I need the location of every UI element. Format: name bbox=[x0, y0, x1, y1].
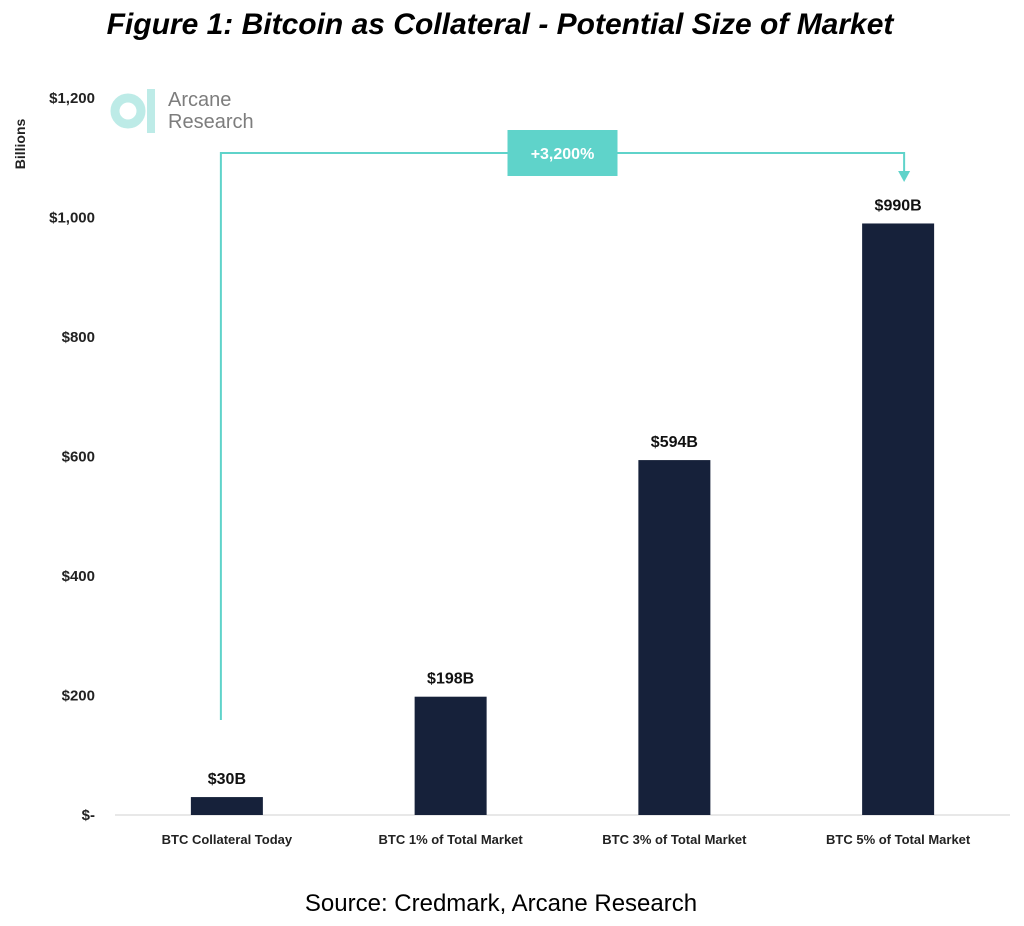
y-axis: $- $200 $400 $600 $800 $1,000 $1,200 bbox=[49, 90, 95, 824]
bar-data-label: $30B bbox=[208, 771, 246, 788]
y-axis-label: Billions bbox=[12, 119, 28, 170]
bars: $30B BTC Collateral Today $198B BTC 1% of T… bbox=[162, 197, 971, 847]
y-tick-label: $- bbox=[82, 807, 95, 824]
bar-data-label: $198B bbox=[427, 671, 474, 688]
y-tick-label: $400 bbox=[62, 568, 95, 585]
logo-text-line2: Research bbox=[168, 111, 254, 133]
growth-callout-line bbox=[219, 152, 906, 720]
bar bbox=[190, 797, 263, 815]
growth-callout-box bbox=[507, 130, 618, 176]
x-category-label: BTC 1% of Total Market bbox=[379, 832, 524, 847]
callout-arrowhead-icon bbox=[898, 171, 911, 182]
logo-text-line1: Arcane bbox=[168, 89, 231, 111]
x-category-label: BTC Collateral Today bbox=[162, 832, 293, 847]
bar bbox=[862, 223, 935, 816]
growth-callout-text: +3,200% bbox=[531, 146, 595, 163]
bar-data-label: $594B bbox=[651, 434, 698, 451]
arcane-research-logo: Arcane Research bbox=[110, 89, 254, 133]
y-tick-label: $800 bbox=[62, 329, 95, 346]
bar bbox=[638, 460, 711, 815]
arcane-logo-icon bbox=[110, 89, 155, 133]
x-category-label: BTC 5% of Total Market bbox=[826, 832, 971, 847]
bar-data-label: $990B bbox=[875, 197, 922, 214]
y-tick-label: $600 bbox=[62, 449, 95, 466]
y-tick-label: $1,000 bbox=[49, 210, 95, 227]
chart-title: Figure 1: Bitcoin as Collateral - Potent… bbox=[106, 8, 894, 41]
bar bbox=[414, 696, 487, 815]
chart-source: Source: Credmark, Arcane Research bbox=[304, 890, 698, 917]
growth-callout: +3,200% bbox=[219, 130, 911, 720]
y-tick-label: $200 bbox=[62, 688, 95, 705]
x-category-label: BTC 3% of Total Market bbox=[602, 832, 747, 847]
y-tick-label: $1,200 bbox=[49, 90, 95, 107]
